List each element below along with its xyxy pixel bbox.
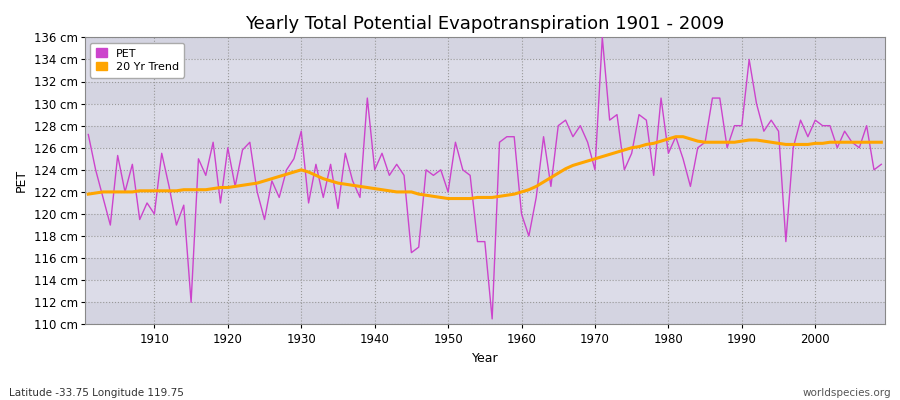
Line: 20 Yr Trend: 20 Yr Trend (88, 137, 881, 198)
Line: PET: PET (88, 37, 881, 319)
Bar (85, 82, 885, 104)
Text: Latitude -33.75 Longitude 119.75: Latitude -33.75 Longitude 119.75 (9, 388, 184, 398)
20 Yr Trend (876, 140, 886, 145)
PET (524, 234, 535, 238)
Legend: PET, 20 Yr Trend: PET, 20 Yr Trend (90, 43, 184, 78)
Bar (85, 37, 885, 60)
PET (487, 316, 498, 321)
PET (347, 178, 358, 183)
20 Yr Trend (612, 150, 623, 154)
PET (141, 200, 152, 205)
20 Yr Trend (524, 187, 535, 192)
20 Yr Trend (670, 134, 681, 139)
Bar (85, 302, 885, 324)
Bar (85, 170, 885, 192)
Bar (85, 258, 885, 280)
20 Yr Trend (443, 196, 454, 201)
PET (619, 168, 630, 172)
Bar (85, 214, 885, 236)
X-axis label: Year: Year (472, 352, 498, 365)
PET (597, 35, 608, 40)
Title: Yearly Total Potential Evapotranspiration 1901 - 2009: Yearly Total Potential Evapotranspiratio… (245, 15, 724, 33)
PET (876, 162, 886, 167)
20 Yr Trend (347, 183, 358, 188)
20 Yr Trend (83, 192, 94, 196)
20 Yr Trend (516, 190, 526, 194)
Text: worldspecies.org: worldspecies.org (803, 388, 891, 398)
20 Yr Trend (141, 188, 152, 193)
20 Yr Trend (303, 170, 314, 174)
PET (303, 200, 314, 205)
Y-axis label: PET: PET (15, 169, 28, 192)
Bar (85, 126, 885, 148)
PET (83, 132, 94, 137)
PET (516, 212, 526, 216)
